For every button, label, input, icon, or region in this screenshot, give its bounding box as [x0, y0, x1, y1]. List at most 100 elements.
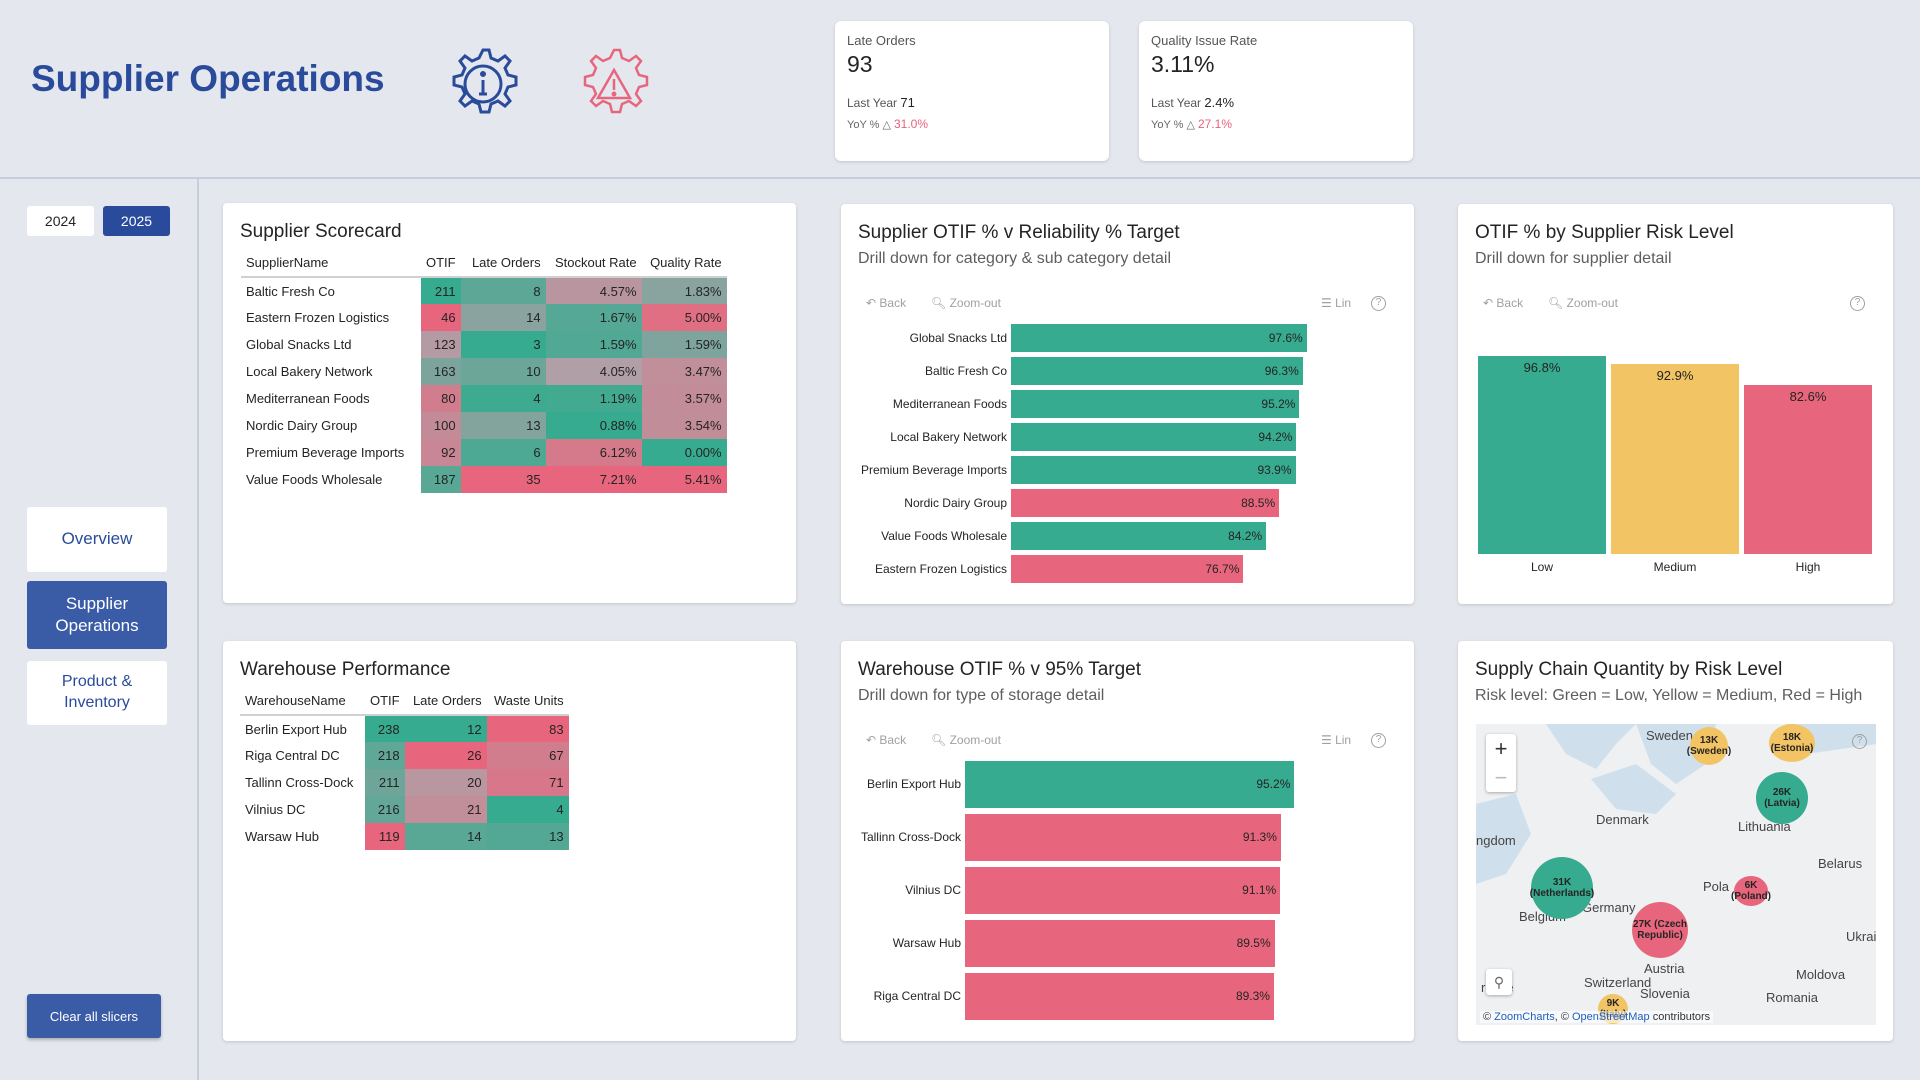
table-row[interactable]: Local Bakery Network 163 10 4.05% 3.47%	[241, 358, 727, 385]
bar-row[interactable]: Eastern Frozen Logistics 76.7%	[841, 555, 1414, 583]
back-button[interactable]: ↶ Back	[1483, 296, 1524, 310]
zoom-in-button[interactable]: +	[1494, 736, 1508, 761]
table-row[interactable]: Value Foods Wholesale 187 35 7.21% 5.41%	[241, 466, 727, 493]
bar[interactable]: 94.2%	[1011, 423, 1297, 451]
late-cell: 10	[460, 358, 546, 385]
nav-product-inventory[interactable]: Product & Inventory	[27, 661, 167, 725]
bar[interactable]: 89.3%	[965, 973, 1274, 1020]
map-bubble-sweden[interactable]: 13K (Sweden)	[1687, 727, 1731, 765]
table-row[interactable]: Global Snacks Ltd 123 3 1.59% 1.59%	[241, 331, 727, 358]
supply-chain-map[interactable]: Sweden Denmark Lithuania Belarus ngdom P…	[1476, 724, 1876, 1025]
bar[interactable]: 88.5%	[1011, 489, 1280, 517]
bar-value-label: 95.2%	[1256, 777, 1291, 791]
card-title: Warehouse Performance	[240, 659, 451, 680]
map-bubble-netherlands[interactable]: 31K (Netherlands)	[1530, 857, 1594, 919]
openstreetmap-link[interactable]: OpenStreetMap	[1571, 1011, 1650, 1023]
stockout-cell: 1.19%	[545, 385, 642, 412]
card-subtitle: Drill down for category & sub category d…	[858, 250, 1172, 267]
map-bubble-latvia[interactable]: 26K (Latvia)	[1756, 772, 1808, 824]
late-cell: 3	[460, 331, 546, 358]
card-title: OTIF % by Supplier Risk Level	[1475, 222, 1734, 243]
bar-row[interactable]: Vilnius DC 91.1%	[841, 867, 1414, 914]
clear-slicers-button[interactable]: Clear all slicers	[27, 994, 161, 1038]
bar[interactable]: 93.9%	[1011, 456, 1296, 484]
zoomcharts-link[interactable]: ZoomCharts	[1494, 1011, 1555, 1023]
map-bubble-poland[interactable]: 6K (Poland)	[1731, 876, 1771, 906]
nav-overview[interactable]: Overview	[27, 507, 167, 572]
column-header[interactable]: Waste Units	[486, 687, 569, 716]
zoom-out-button[interactable]: 🔍︎ Zoom-out	[931, 733, 1001, 747]
card-subtitle: Drill down for type of storage detail	[858, 687, 1105, 704]
otif-by-risk-chart-card: OTIF % by Supplier Risk Level Drill down…	[1458, 204, 1893, 604]
waste-cell: 13	[486, 823, 569, 850]
table-row[interactable]: Warsaw Hub 119 14 13	[240, 823, 569, 850]
zoom-out-button[interactable]: −	[1494, 765, 1508, 790]
bar[interactable]: 84.2%	[1011, 522, 1267, 550]
otif-cell: 211	[421, 277, 461, 304]
back-button[interactable]: ↶ Back	[866, 296, 907, 310]
bar[interactable]: 96.3%	[1011, 357, 1303, 385]
bar[interactable]: 91.1%	[965, 867, 1281, 914]
help-icon[interactable]: ?	[1371, 733, 1386, 748]
bar-row[interactable]: Premium Beverage Imports 93.9%	[841, 456, 1414, 484]
bar-row[interactable]: Mediterranean Foods 95.2%	[841, 390, 1414, 418]
bar-row[interactable]: Tallinn Cross-Dock 91.3%	[841, 814, 1414, 861]
column-header[interactable]: Late Orders	[460, 249, 546, 278]
column-header[interactable]: OTIF	[421, 249, 461, 278]
bar-row[interactable]: Value Foods Wholesale 84.2%	[841, 522, 1414, 550]
help-icon[interactable]: ?	[1852, 734, 1867, 749]
map-label: Romania	[1766, 990, 1819, 1005]
table-row[interactable]: Nordic Dairy Group 100 13 0.88% 3.54%	[241, 412, 727, 439]
bar-category-label: Eastern Frozen Logistics	[874, 562, 1007, 576]
bar[interactable]: 97.6%	[1011, 324, 1307, 352]
help-icon[interactable]: ?	[1850, 296, 1865, 311]
bar[interactable]: 76.7%	[1011, 555, 1244, 583]
help-icon[interactable]: ?	[1371, 296, 1386, 311]
bar[interactable]: 89.5%	[965, 920, 1275, 967]
table-row[interactable]: Tallinn Cross-Dock 211 20 71	[240, 769, 569, 796]
zoom-out-button[interactable]: 🔍︎ Zoom-out	[1548, 296, 1618, 310]
year-slicer-2025[interactable]: 2025	[103, 206, 170, 236]
table-row[interactable]: Berlin Export Hub 238 12 83	[240, 714, 569, 742]
bar-row[interactable]: Global Snacks Ltd 97.6%	[841, 324, 1414, 352]
kpi-card-late-orders: Late Orders 93 Last Year 71 YoY % △ 31.0…	[835, 21, 1109, 161]
table-row[interactable]: Riga Central DC 218 26 67	[240, 742, 569, 769]
column-header[interactable]: Stockout Rate	[545, 249, 642, 278]
bar-row[interactable]: Warsaw Hub 89.5%	[841, 920, 1414, 967]
bar[interactable]: 95.2%	[965, 761, 1295, 808]
back-button[interactable]: ↶ Back	[866, 733, 907, 747]
bar-row[interactable]: Baltic Fresh Co 96.3%	[841, 357, 1414, 385]
column-header[interactable]: OTIF	[365, 687, 405, 716]
bar[interactable]: 91.3%	[965, 814, 1281, 861]
map-bubble-estonia[interactable]: 18K (Estonia)	[1769, 724, 1815, 762]
map-credit: © ZoomCharts, © OpenStreetMap contributo…	[1480, 1011, 1714, 1023]
warning-gear-icon[interactable]	[576, 46, 652, 122]
info-gear-icon[interactable]	[445, 46, 521, 122]
column-header[interactable]: WarehouseName	[240, 687, 365, 716]
map-bubble-czech-republic[interactable]: 27K (Czech Republic)	[1632, 902, 1688, 958]
map-pin-icon[interactable]: ⚲	[1486, 969, 1512, 995]
column-bar[interactable]: 92.9%	[1611, 363, 1739, 554]
bar[interactable]: 95.2%	[1011, 390, 1300, 418]
table-row[interactable]: Baltic Fresh Co 211 8 4.57% 1.83%	[241, 276, 727, 304]
year-slicer-2024[interactable]: 2024	[27, 206, 94, 236]
table-row[interactable]: Eastern Frozen Logistics 46 14 1.67% 5.00%	[241, 304, 727, 331]
column-header[interactable]: SupplierName	[241, 249, 421, 278]
nav-supplier-operations[interactable]: Supplier Operations	[27, 581, 167, 649]
table-row[interactable]: Vilnius DC 216 21 4	[240, 796, 569, 823]
zoom-out-button[interactable]: 🔍︎ Zoom-out	[931, 296, 1001, 310]
bar-row[interactable]: Local Bakery Network 94.2%	[841, 423, 1414, 451]
column-header[interactable]: Late Orders	[404, 687, 487, 716]
bar-row[interactable]: Nordic Dairy Group 88.5%	[841, 489, 1414, 517]
column-bar[interactable]: 82.6%	[1744, 384, 1872, 554]
linear-scale-button[interactable]: ☰ Lin	[1321, 733, 1352, 747]
column-header[interactable]: Quality Rate	[641, 249, 727, 278]
column-bar[interactable]: 96.8%	[1478, 355, 1606, 554]
stockout-cell: 6.12%	[545, 439, 642, 466]
bar-value-label: 89.3%	[1235, 989, 1270, 1003]
bar-row[interactable]: Berlin Export Hub 95.2%	[841, 761, 1414, 808]
table-row[interactable]: Premium Beverage Imports 92 6 6.12% 0.00%	[241, 439, 727, 466]
table-row[interactable]: Mediterranean Foods 80 4 1.19% 3.57%	[241, 385, 727, 412]
bar-row[interactable]: Riga Central DC 89.3%	[841, 973, 1414, 1020]
linear-scale-button[interactable]: ☰ Lin	[1321, 296, 1352, 310]
